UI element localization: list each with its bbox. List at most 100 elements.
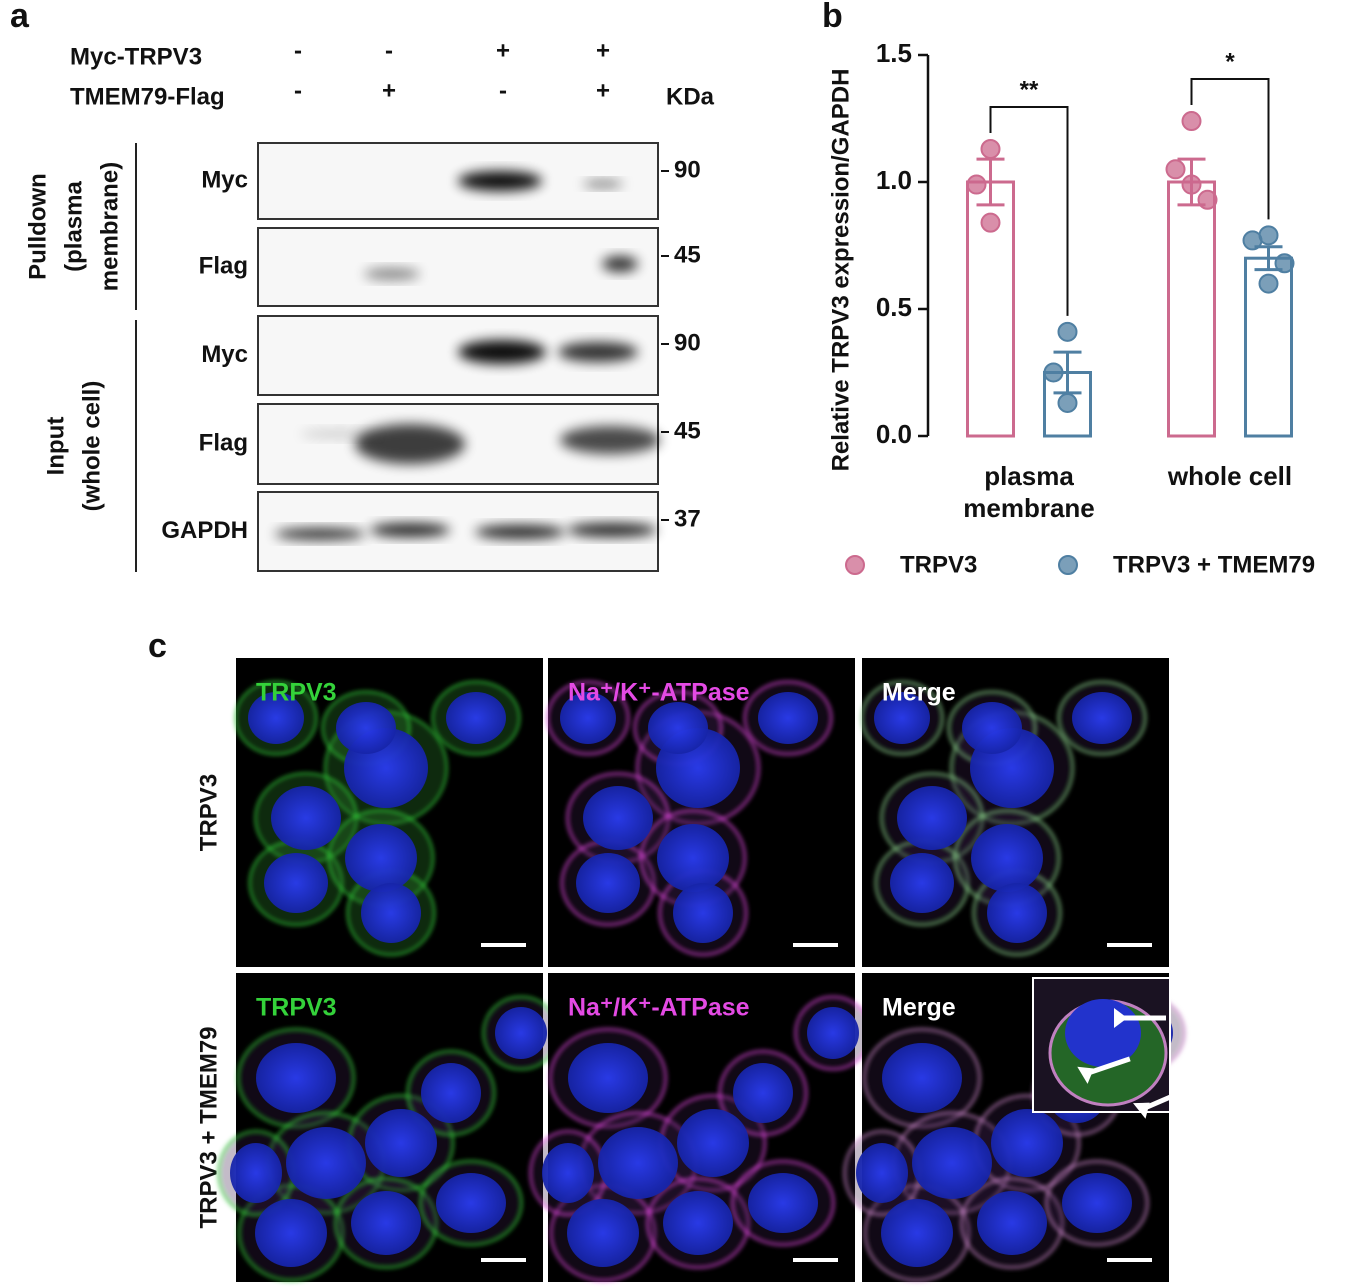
channel-label: Na⁺/K⁺-ATPase	[568, 994, 750, 1022]
group-label: Pulldown	[24, 173, 51, 280]
nucleus	[361, 883, 421, 943]
blot-band	[370, 523, 450, 537]
nucleus	[912, 1127, 992, 1199]
condition-sign: +	[496, 37, 510, 64]
condition-sign: +	[596, 77, 610, 104]
condition-sign: -	[499, 77, 507, 104]
channel-label: TRPV3	[256, 994, 337, 1022]
data-point	[1057, 321, 1078, 342]
data-point	[1197, 189, 1218, 210]
row-label: GAPDH	[161, 517, 248, 544]
channel-label: Merge	[882, 994, 956, 1022]
micrograph	[217, 973, 560, 1282]
marker-size: 90	[674, 329, 701, 356]
condition-sign: +	[382, 77, 396, 104]
unit-label: KDa	[666, 83, 715, 110]
nucleus	[977, 1191, 1047, 1255]
condition-label: TRPV3	[195, 774, 222, 851]
nucleus	[345, 824, 417, 892]
row-label: Flag	[199, 429, 248, 456]
group-label: membrane)	[96, 162, 123, 291]
condition-label: TMEM79-Flag	[70, 83, 225, 110]
data-point	[1274, 253, 1295, 274]
nucleus	[874, 692, 930, 744]
channel-label: Na⁺/K⁺-ATPase	[568, 679, 750, 707]
nucleus	[733, 1063, 793, 1123]
blot-band	[475, 525, 565, 539]
nucleus	[568, 1043, 648, 1113]
nucleus	[436, 1173, 506, 1233]
panel-label: a	[10, 0, 30, 35]
blot-band	[364, 268, 420, 280]
nucleus	[248, 692, 304, 744]
nucleus	[856, 1143, 908, 1203]
data-point	[1057, 392, 1078, 413]
inset-nucleus	[1065, 999, 1141, 1067]
condition-sign: -	[294, 37, 302, 64]
blot-band	[275, 528, 365, 540]
nucleus	[1062, 1173, 1132, 1233]
nucleus	[567, 1199, 639, 1267]
nucleus	[583, 786, 653, 850]
nucleus	[576, 853, 640, 913]
nucleus	[560, 692, 616, 744]
arrow-head	[1133, 1102, 1150, 1119]
data-point	[1258, 273, 1279, 294]
group-label: (plasma	[60, 180, 87, 271]
nucleus	[255, 1199, 327, 1267]
group-label: (whole cell)	[78, 381, 105, 512]
nucleus	[598, 1127, 678, 1199]
nucleus	[495, 1007, 547, 1059]
blot-band	[300, 429, 380, 439]
significance-bracket	[1190, 78, 1270, 220]
error-bar	[976, 157, 1005, 207]
group-label: Input	[42, 417, 69, 476]
significance-label: *	[1225, 48, 1235, 75]
nucleus	[663, 1191, 733, 1255]
row-label: Flag	[199, 252, 248, 279]
marker-size: 45	[674, 241, 701, 268]
legend-label: TRPV3 + TMEM79	[1113, 551, 1315, 578]
data-point	[980, 212, 1001, 233]
panel-label: b	[822, 0, 843, 35]
nucleus	[890, 853, 954, 913]
marker-size: 45	[674, 417, 701, 444]
nucleus	[971, 824, 1043, 892]
channel-label: Merge	[882, 679, 956, 707]
blot-band	[560, 426, 660, 454]
bar	[1167, 180, 1216, 438]
data-point	[1043, 362, 1064, 383]
nucleus	[286, 1127, 366, 1199]
legend-marker	[1058, 555, 1078, 575]
marker-size: 37	[674, 505, 701, 532]
x-tick-label: whole cell	[1167, 461, 1293, 491]
condition-label: Myc-TRPV3	[70, 43, 202, 70]
legend-marker	[845, 555, 865, 575]
data-point	[980, 138, 1001, 159]
nucleus	[264, 853, 328, 913]
nucleus	[1072, 692, 1132, 744]
panel-label: c	[148, 627, 167, 665]
x-tick-label: plasma membrane	[963, 461, 1095, 523]
blot-band	[458, 340, 546, 364]
data-point	[966, 174, 987, 195]
condition-sign: -	[294, 77, 302, 104]
nucleus	[962, 702, 1022, 754]
legend-label: TRPV3	[900, 551, 977, 578]
nucleus	[271, 786, 341, 850]
y-axis-title: Relative TRPV3 expression/GAPDH	[827, 69, 854, 472]
nucleus	[648, 702, 708, 754]
nucleus	[677, 1109, 749, 1177]
nucleus	[542, 1143, 594, 1203]
micrograph	[546, 658, 855, 967]
row-label: Myc	[201, 341, 248, 368]
data-point	[1181, 111, 1202, 132]
condition-label: TRPV3 + TMEM79	[195, 1026, 222, 1228]
nucleus	[657, 824, 729, 892]
nucleus	[365, 1109, 437, 1177]
significance-label: **	[1020, 76, 1039, 103]
y-tick-label: 1.0	[876, 165, 912, 195]
micrograph	[529, 973, 872, 1282]
nucleus	[256, 1043, 336, 1113]
